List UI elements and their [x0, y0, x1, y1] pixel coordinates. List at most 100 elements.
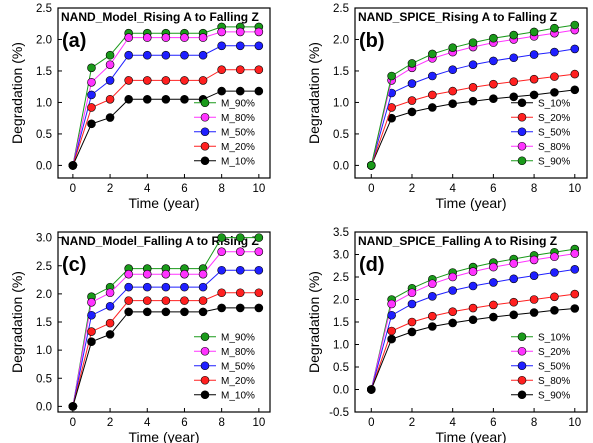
data-point	[235, 27, 245, 37]
data-point	[550, 292, 559, 302]
x-axis-label: Time (year)	[435, 429, 506, 443]
x-tick-label: 10	[568, 183, 581, 195]
data-point	[448, 65, 457, 75]
data-point	[254, 288, 264, 298]
data-point	[468, 83, 478, 92]
legend: S_10% S_20% S_50% S_80% S_90%	[511, 332, 570, 401]
legend-marker	[517, 375, 527, 385]
data-point	[254, 27, 264, 37]
data-point	[570, 44, 580, 54]
y-tick-label: 2.0	[36, 34, 52, 46]
data-point	[180, 33, 189, 42]
data-point	[468, 303, 478, 313]
x-tick-label: 2	[107, 417, 113, 429]
data-point	[529, 27, 539, 37]
x-tick-label: 0	[70, 183, 76, 195]
data-point	[550, 252, 559, 262]
legend-entry: S_90%	[538, 156, 570, 167]
data-point	[217, 288, 226, 298]
data-point	[105, 288, 115, 298]
legend-entry: M_10%	[221, 156, 255, 167]
y-tick-label: 1.5	[36, 66, 52, 78]
data-point	[142, 307, 152, 317]
data-point	[198, 282, 208, 292]
data-point	[105, 301, 115, 311]
data-point	[407, 79, 417, 88]
legend-entry: S_10%	[538, 98, 570, 109]
y-tick-label: 2.5	[333, 272, 349, 284]
data-point	[87, 119, 96, 129]
data-point	[570, 20, 580, 30]
legend-marker	[200, 112, 210, 122]
legend-entry: M_20%	[221, 376, 255, 387]
legend-marker	[200, 375, 210, 385]
panel-title: NAND_SPICE_Rising A to Falling Z	[358, 10, 557, 24]
panel-label: (d)	[359, 254, 385, 276]
data-point	[105, 113, 115, 122]
legend-entry: S_80%	[538, 376, 570, 387]
data-point	[217, 65, 226, 75]
data-point	[217, 41, 226, 51]
data-point	[468, 96, 478, 106]
data-point	[142, 33, 152, 42]
x-tick-label: 4	[449, 417, 456, 429]
legend-marker	[517, 112, 527, 122]
legend: M_90% M_80% M_50% M_20% M_10%	[194, 332, 255, 401]
legend-entry: M_80%	[221, 113, 255, 124]
legend-entry: M_10%	[221, 390, 255, 401]
data-point	[387, 310, 396, 320]
panel-label: (c)	[62, 254, 86, 276]
data-point	[366, 385, 376, 394]
y-tick-label: 2.5	[36, 261, 52, 273]
y-tick-label: 0.5	[36, 129, 52, 141]
data-point	[509, 274, 519, 284]
y-tick-label: 1.0	[36, 345, 52, 357]
y-tick-label: 2.5	[333, 3, 349, 15]
y-tick-label: 0.5	[333, 129, 349, 141]
data-point	[407, 299, 417, 309]
y-tick-label: 0.0	[333, 385, 349, 397]
chart-panel-c: 0.0 0.5 1.0 1.5 2.0 2.5 3.0 0 2 4 6 8 10 Time (year) D…	[9, 231, 271, 443]
legend-marker	[200, 141, 210, 151]
data-point	[550, 72, 559, 81]
data-point	[180, 296, 189, 305]
legend-marker	[517, 346, 527, 356]
data-point	[407, 317, 417, 327]
x-tick-label: 8	[531, 183, 537, 195]
data-point	[142, 282, 152, 292]
data-point	[124, 76, 133, 85]
data-point	[468, 38, 478, 47]
data-point	[448, 43, 457, 52]
legend: S_10% S_20% S_50% S_80% S_90%	[511, 98, 570, 167]
plot-frame	[354, 7, 588, 179]
data-point	[387, 299, 396, 309]
chart-panel-d: -0.5 0.0 0.5 1.0 1.5 2.0 2.5 3.0 3.5 0 2 4 6 8 10 Time …	[306, 227, 588, 443]
data-point	[468, 60, 478, 69]
data-point	[124, 94, 133, 104]
y-tick-label: 0.5	[333, 362, 349, 374]
legend-entry: M_80%	[221, 347, 255, 358]
y-tick-label: 3.0	[36, 233, 52, 245]
data-point	[254, 247, 264, 256]
y-axis-label: Degradation (%)	[306, 42, 322, 144]
data-point	[570, 265, 580, 274]
data-point	[428, 292, 437, 301]
y-tick-label: 0.5	[36, 373, 52, 385]
data-point	[407, 96, 417, 105]
data-point	[161, 307, 171, 317]
y-tick-label: 2.0	[333, 34, 349, 46]
x-tick-label: 0	[368, 183, 374, 195]
data-point	[124, 296, 133, 305]
data-point	[570, 304, 580, 313]
data-point	[448, 99, 457, 109]
y-tick-label: 2.5	[36, 3, 52, 15]
data-point	[254, 265, 264, 275]
x-tick-label: 4	[144, 417, 151, 429]
data-point	[448, 318, 457, 328]
data-point	[87, 310, 96, 320]
legend-marker	[517, 127, 527, 137]
data-point	[428, 322, 437, 331]
chart-panel-b: 0.0 0.5 1.0 1.5 2.0 2.5 0 2 4 6 8 10 Time (year) Degr…	[306, 3, 588, 211]
data-point	[198, 33, 208, 42]
legend-entry: S_90%	[538, 390, 570, 401]
